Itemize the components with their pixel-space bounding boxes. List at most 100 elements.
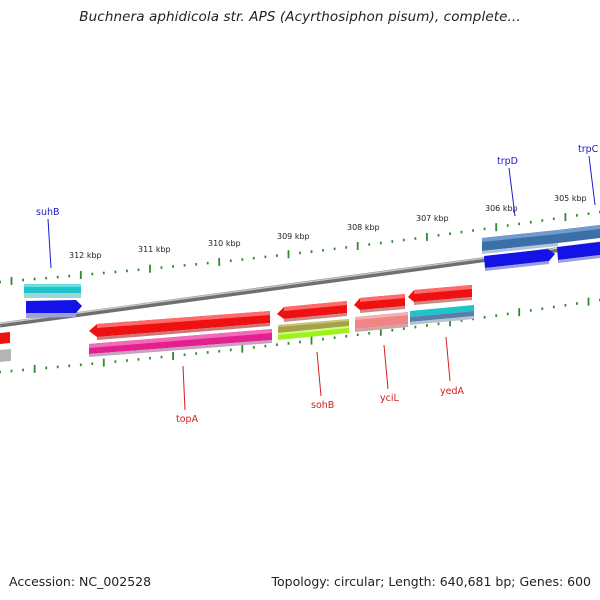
minor-tick — [264, 344, 267, 348]
gene-feature-cyan-upper[interactable] — [24, 284, 81, 298]
major-tick — [426, 232, 428, 241]
major-tick — [518, 308, 521, 317]
minor-tick — [310, 250, 313, 253]
gene-partial-left-red[interactable] — [0, 332, 10, 344]
minor-tick — [160, 355, 163, 359]
minor-tick — [564, 303, 567, 307]
minor-tick — [322, 337, 324, 341]
label-leader-sohB — [316, 351, 322, 397]
gene-suhB-arrow[interactable] — [26, 300, 82, 318]
minor-tick — [264, 255, 267, 259]
minor-tick — [195, 352, 198, 355]
minor-tick — [22, 278, 24, 282]
scale-label-306: 306 kbp — [485, 204, 518, 213]
major-tick — [287, 250, 290, 259]
minor-tick — [45, 276, 48, 280]
minor-tick — [126, 359, 128, 362]
gene-trpD-arrow[interactable] — [484, 249, 555, 271]
minor-tick — [56, 365, 59, 369]
major-tick — [172, 352, 174, 360]
accession-text: Accession: NC_002528 — [9, 574, 152, 589]
minor-tick — [149, 356, 151, 360]
minor-tick — [206, 261, 209, 265]
major-tick — [564, 213, 567, 222]
minor-tick — [79, 363, 82, 367]
major-tick — [79, 271, 82, 279]
minor-tick — [449, 232, 451, 235]
lower-tick-track — [0, 297, 600, 374]
scale-label-308: 308 kbp — [347, 223, 380, 232]
map-title: Buchnera aphidicola str. APS (Acyrthosip… — [79, 9, 521, 25]
gene-label-topA[interactable]: topA — [176, 414, 199, 425]
label-leader-trpC — [588, 155, 596, 206]
gene-yciL-arrow[interactable] — [354, 294, 405, 313]
major-tick — [149, 264, 151, 273]
minor-tick — [68, 274, 71, 278]
minor-tick — [102, 271, 105, 275]
gene-yedA-feature[interactable] — [410, 305, 474, 325]
minor-tick — [137, 358, 140, 361]
minor-tick — [518, 222, 521, 226]
upper-tick-track — [0, 210, 600, 285]
minor-tick — [368, 332, 371, 335]
minor-tick — [483, 316, 486, 319]
gene-topA-feature[interactable] — [89, 329, 272, 357]
minor-tick — [276, 343, 278, 346]
gene-trpC-feature[interactable] — [558, 225, 600, 243]
gene-label-sohB[interactable]: sohB — [311, 400, 334, 411]
gene-label-suhB[interactable]: suhB — [36, 207, 60, 218]
major-tick — [495, 223, 498, 232]
minor-tick — [472, 229, 474, 232]
major-tick — [10, 277, 13, 285]
label-leader-yedA — [445, 336, 451, 382]
minor-tick — [229, 348, 232, 352]
minor-tick — [402, 238, 405, 242]
gene-yciL-feature[interactable] — [355, 312, 408, 332]
minor-tick — [322, 249, 324, 252]
gene-yedA-arrow[interactable] — [408, 285, 472, 305]
minor-tick — [206, 351, 209, 354]
minor-tick — [576, 302, 578, 305]
gene-label-trpD[interactable]: trpD — [497, 156, 518, 167]
minor-tick — [195, 263, 198, 266]
minor-tick — [22, 368, 24, 372]
minor-tick — [10, 369, 13, 373]
genome-summary-text: Topology: circular; Length: 640,681 bp; … — [271, 574, 592, 589]
minor-tick — [368, 243, 371, 246]
minor-tick — [183, 264, 186, 267]
scale-label-305: 305 kbp — [554, 194, 587, 203]
minor-tick — [333, 247, 336, 251]
gene-topA-arrow[interactable] — [89, 311, 270, 340]
minor-tick — [437, 234, 440, 237]
minor-tick — [218, 349, 221, 353]
scale-label-309: 309 kbp — [277, 232, 310, 241]
major-tick — [310, 336, 313, 345]
label-leader-trpD — [508, 167, 516, 217]
minor-tick — [529, 309, 532, 312]
gene-label-yedA[interactable]: yedA — [440, 386, 464, 397]
minor-tick — [114, 270, 117, 274]
minor-tick — [252, 346, 255, 349]
major-tick — [102, 358, 105, 367]
minor-tick — [172, 265, 174, 268]
scale-label-310: 310 kbp — [208, 239, 241, 248]
minor-tick — [183, 353, 186, 357]
minor-tick — [506, 312, 509, 316]
minor-tick — [276, 254, 278, 257]
minor-tick — [299, 251, 301, 255]
minor-tick — [541, 307, 544, 310]
minor-tick — [402, 327, 405, 330]
minor-tick — [137, 268, 140, 272]
gene-label-yciL[interactable]: yciL — [380, 393, 399, 404]
minor-tick — [68, 364, 71, 368]
gene-label-trpC[interactable]: trpC — [578, 144, 599, 155]
minor-tick — [460, 230, 463, 234]
gene-sohB-arrow[interactable] — [277, 301, 347, 322]
minor-tick — [91, 362, 94, 365]
gene-sohB-feature[interactable] — [278, 319, 349, 340]
gene-trpC-arrow[interactable] — [557, 242, 600, 263]
minor-tick — [414, 325, 417, 329]
label-leader-yciL — [383, 344, 389, 390]
gene-trpD-feature[interactable] — [482, 230, 558, 254]
gene-partial-left-gray[interactable] — [0, 349, 11, 362]
